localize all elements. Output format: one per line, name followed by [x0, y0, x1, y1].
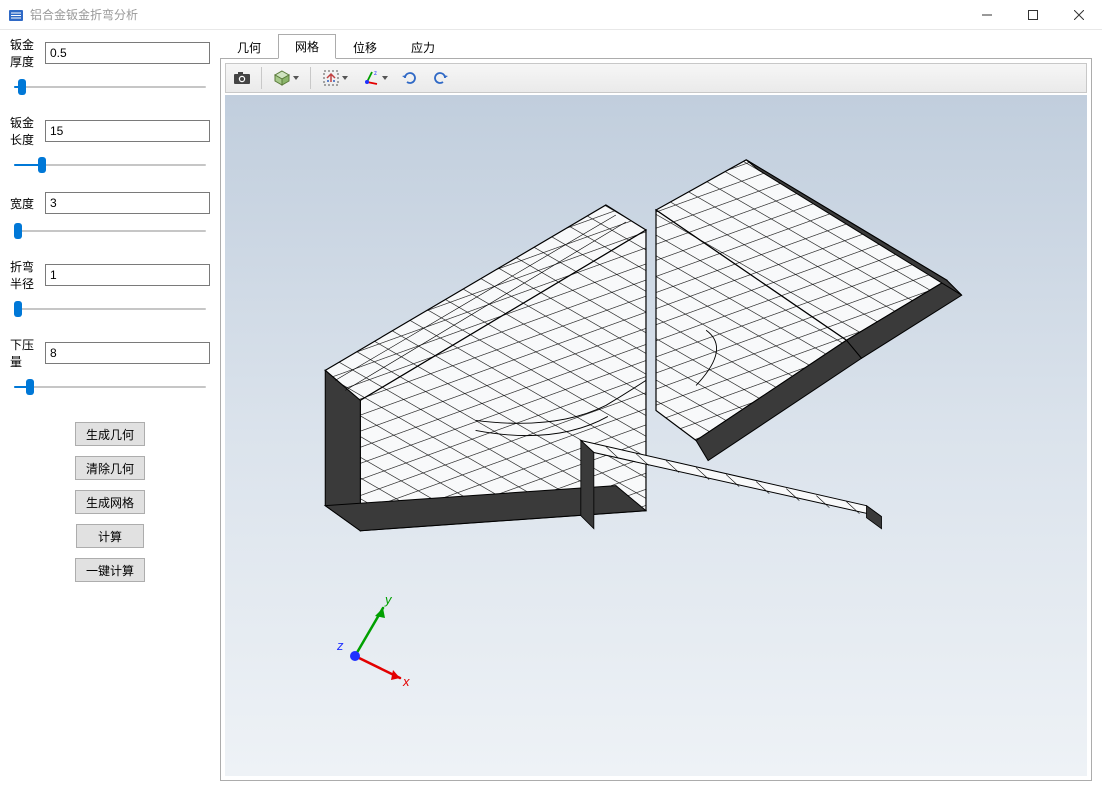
window-controls: [964, 0, 1102, 30]
axis-x-label: x: [402, 674, 410, 689]
param-slider-0[interactable]: [10, 80, 210, 94]
content: 钣金厚度 钣金长度 宽度 折弯半径: [0, 30, 1102, 791]
tab-stress[interactable]: 应力: [394, 35, 452, 59]
dropdown-caret-icon: [293, 76, 299, 80]
param-slider-1[interactable]: [10, 158, 210, 172]
param-1: 钣金长度: [10, 114, 210, 172]
tab-geometry[interactable]: 几何: [220, 35, 278, 59]
toolbar-separator: [261, 67, 262, 89]
param-3: 折弯半径: [10, 258, 210, 316]
tab-displacement[interactable]: 位移: [336, 35, 394, 59]
main-area: 几何网格位移应力 z: [220, 36, 1092, 781]
param-input-2[interactable]: [45, 192, 210, 214]
param-label: 宽度: [10, 195, 41, 212]
rotate-cw-icon[interactable]: [396, 65, 424, 91]
screenshot-icon[interactable]: [228, 65, 256, 91]
action-buttons: 生成几何 清除几何 生成网格 计算 一键计算: [10, 422, 210, 582]
param-slider-2[interactable]: [10, 224, 210, 238]
titlebar: 铝合金钣金折弯分析: [0, 0, 1102, 30]
param-label: 折弯半径: [10, 258, 41, 292]
tab-bar: 几何网格位移应力: [220, 36, 1092, 58]
viewport-toolbar: z: [225, 63, 1087, 93]
axis-triad-icon[interactable]: z: [356, 65, 394, 91]
param-slider-4[interactable]: [10, 380, 210, 394]
viewport-3d[interactable]: x y z: [225, 95, 1087, 776]
view-cube-icon[interactable]: [267, 65, 305, 91]
toolbar-separator: [310, 67, 311, 89]
param-label: 下压量: [10, 336, 41, 370]
param-4: 下压量: [10, 336, 210, 394]
clear-geometry-button[interactable]: 清除几何: [75, 456, 145, 480]
minimize-button[interactable]: [964, 0, 1010, 30]
param-0: 钣金厚度: [10, 36, 210, 94]
compute-button[interactable]: 计算: [76, 524, 144, 548]
tab-mesh[interactable]: 网格: [278, 34, 336, 59]
param-input-0[interactable]: [45, 42, 210, 64]
param-2: 宽度: [10, 192, 210, 238]
axis-z-label: z: [336, 638, 344, 653]
window-title: 铝合金钣金折弯分析: [30, 6, 964, 23]
param-label: 钣金长度: [10, 114, 41, 148]
viewport-frame: z: [220, 58, 1092, 781]
parameters-panel: 钣金厚度 钣金长度 宽度 折弯半径: [10, 36, 210, 781]
close-button[interactable]: [1056, 0, 1102, 30]
generate-mesh-button[interactable]: 生成网格: [75, 490, 145, 514]
dropdown-caret-icon: [342, 76, 348, 80]
generate-geometry-button[interactable]: 生成几何: [75, 422, 145, 446]
axis-y-label: y: [384, 592, 393, 607]
param-input-4[interactable]: [45, 342, 210, 364]
axis-triad: x y z: [305, 586, 425, 706]
param-input-1[interactable]: [45, 120, 210, 142]
maximize-button[interactable]: [1010, 0, 1056, 30]
one-click-compute-button[interactable]: 一键计算: [75, 558, 145, 582]
param-label: 钣金厚度: [10, 36, 41, 70]
svg-text:z: z: [374, 71, 377, 77]
rotate-ccw-icon[interactable]: [426, 65, 454, 91]
zoom-extents-icon[interactable]: [316, 65, 354, 91]
param-slider-3[interactable]: [10, 302, 210, 316]
app-icon: [8, 7, 24, 23]
dropdown-caret-icon: [382, 76, 388, 80]
param-input-3[interactable]: [45, 264, 210, 286]
